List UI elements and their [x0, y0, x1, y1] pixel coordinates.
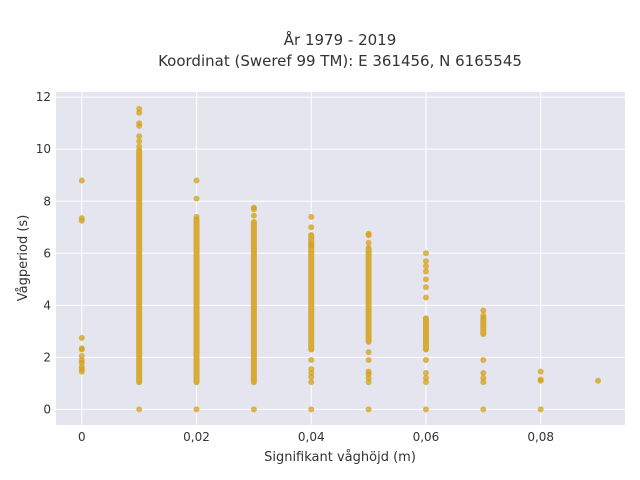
data-point	[193, 177, 200, 184]
data-point	[365, 368, 372, 375]
data-point	[365, 230, 372, 237]
data-point	[422, 375, 429, 382]
data-point	[365, 349, 372, 356]
data-point-range	[136, 147, 143, 386]
data-point	[136, 406, 143, 413]
data-point	[308, 356, 315, 363]
data-point-range	[480, 315, 487, 337]
data-point	[193, 195, 200, 202]
data-point	[422, 356, 429, 363]
plot-area	[56, 92, 625, 425]
data-point	[136, 120, 143, 127]
data-point	[422, 276, 429, 283]
data-point	[422, 294, 429, 301]
data-point	[480, 312, 487, 319]
data-point-range	[250, 219, 257, 386]
data-point	[422, 258, 429, 265]
x-axis-title: Signifikant våghöjd (m)	[264, 450, 416, 465]
data-point	[365, 239, 372, 246]
data-point	[78, 334, 85, 341]
data-point	[250, 212, 257, 219]
data-point	[537, 376, 544, 383]
data-point	[480, 369, 487, 376]
y-tick-label: 2	[43, 350, 51, 364]
data-point	[537, 368, 544, 375]
data-point	[365, 356, 372, 363]
y-tick-label: 8	[43, 194, 51, 208]
data-point-range	[308, 232, 315, 353]
data-point-range	[193, 216, 200, 386]
data-point	[250, 406, 257, 413]
y-tick-label: 10	[36, 142, 51, 156]
y-tick-label: 6	[43, 246, 51, 260]
data-point	[136, 143, 143, 150]
data-point	[78, 345, 85, 352]
data-point	[480, 375, 487, 382]
chart-title: År 1979 - 2019	[284, 30, 397, 49]
y-tick-label: 4	[43, 298, 51, 312]
data-point	[422, 263, 429, 270]
data-point	[365, 406, 372, 413]
data-point	[193, 406, 200, 413]
data-point	[480, 356, 487, 363]
data-point	[537, 406, 544, 413]
y-axis-ticks: 0 2 4 6 8 10 12	[36, 90, 51, 416]
data-point	[595, 377, 602, 384]
x-tick-label: 0,08	[527, 430, 554, 444]
data-point	[136, 133, 143, 140]
data-point	[308, 366, 315, 373]
data-point	[136, 105, 143, 112]
data-point	[422, 284, 429, 291]
data-point	[308, 224, 315, 231]
data-point	[308, 406, 315, 413]
data-point	[136, 138, 143, 145]
x-tick-label: 0,06	[413, 430, 440, 444]
data-point	[250, 204, 257, 211]
data-point	[480, 406, 487, 413]
x-axis-ticks: 0 0,02 0,04 0,06 0,08	[78, 430, 554, 444]
data-point	[308, 379, 315, 386]
y-axis-title: Vågperiod (s)	[16, 215, 31, 302]
data-point	[78, 177, 85, 184]
x-tick-label: 0,02	[183, 430, 210, 444]
data-point	[422, 268, 429, 275]
data-point-range	[365, 245, 372, 345]
data-point	[308, 242, 315, 249]
data-point	[480, 307, 487, 314]
x-tick-label: 0,04	[298, 430, 325, 444]
data-points	[78, 105, 602, 413]
y-tick-label: 12	[36, 90, 51, 104]
data-point	[422, 250, 429, 257]
chart-subtitle: Koordinat (Sweref 99 TM): E 361456, N 61…	[158, 52, 522, 70]
data-point	[78, 353, 85, 360]
data-point	[422, 406, 429, 413]
x-tick-label: 0	[78, 430, 86, 444]
data-point	[78, 215, 85, 222]
data-point	[308, 213, 315, 220]
data-point	[193, 213, 200, 220]
y-tick-label: 0	[43, 402, 51, 416]
data-point-range	[422, 315, 429, 353]
data-point	[422, 369, 429, 376]
grid-lines	[56, 92, 625, 425]
